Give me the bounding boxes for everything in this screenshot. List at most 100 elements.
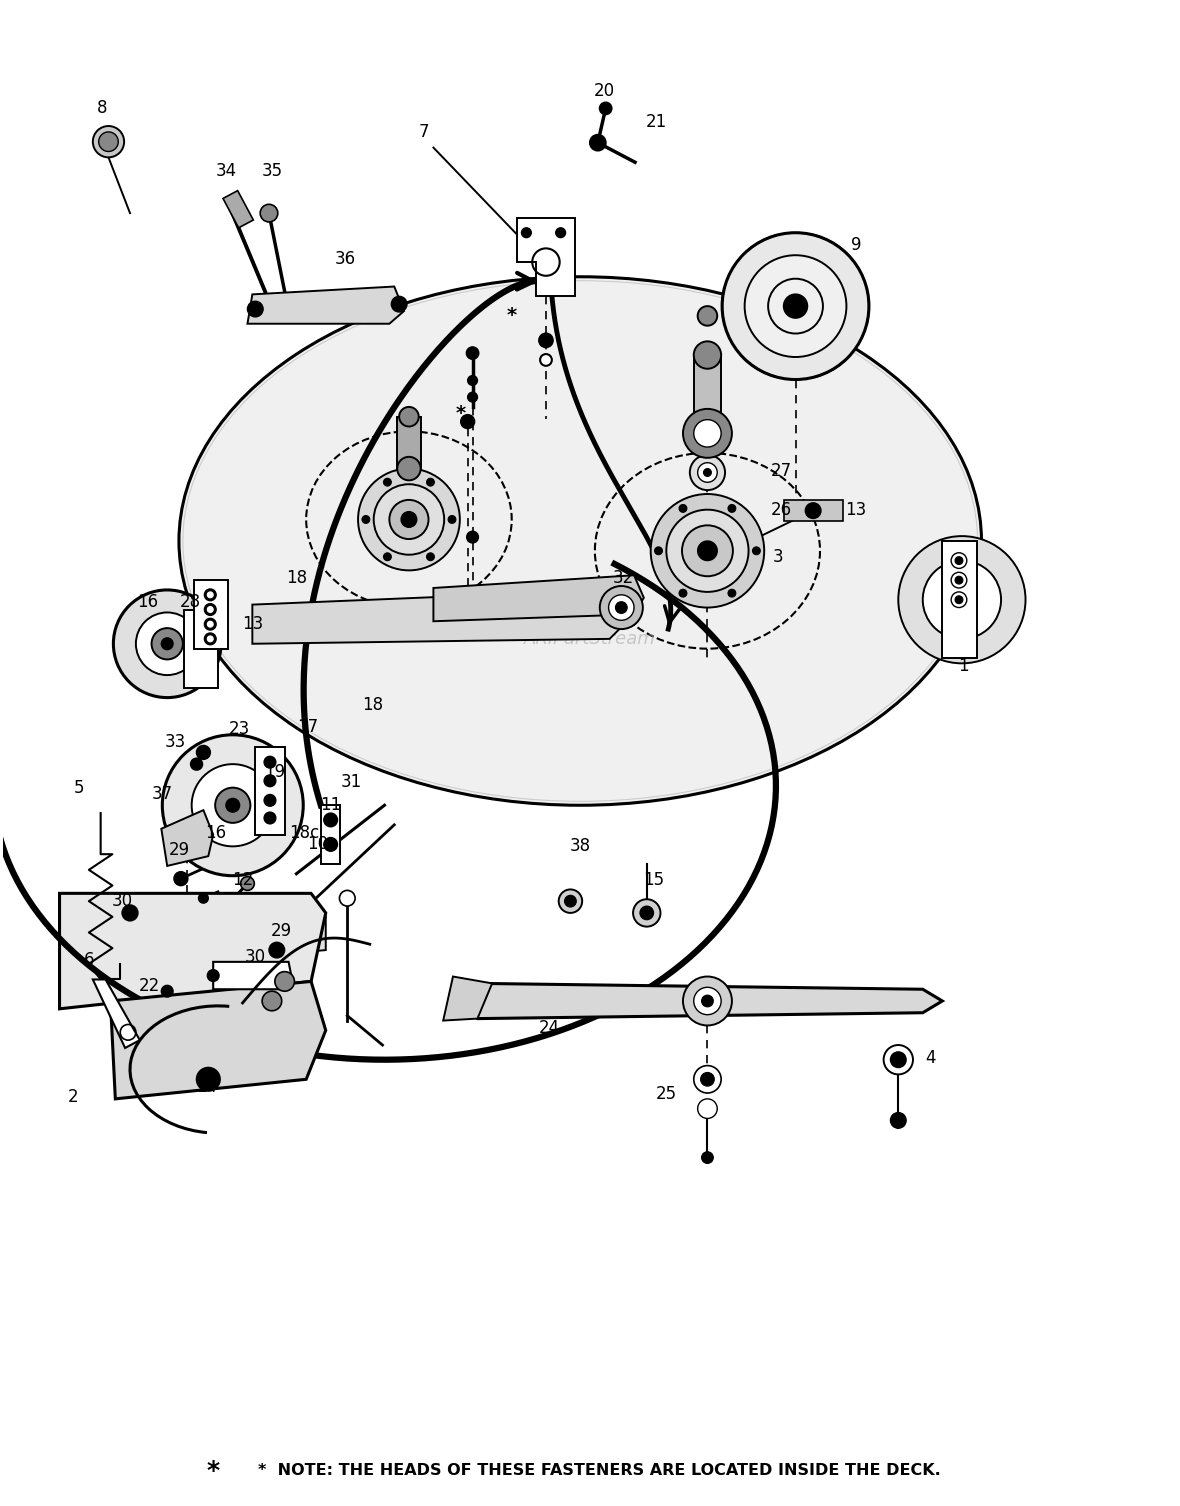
Text: 3: 3 <box>773 548 784 566</box>
Text: 11: 11 <box>320 797 341 815</box>
Polygon shape <box>111 982 326 1099</box>
Circle shape <box>426 479 434 486</box>
Text: 32: 32 <box>612 569 634 587</box>
Text: 24: 24 <box>538 1020 559 1038</box>
Circle shape <box>884 1045 913 1074</box>
Text: 5: 5 <box>74 779 84 797</box>
Circle shape <box>275 971 295 991</box>
Polygon shape <box>943 541 977 658</box>
Circle shape <box>682 526 733 577</box>
Circle shape <box>702 995 714 1008</box>
Text: 29: 29 <box>271 922 293 940</box>
Circle shape <box>540 354 552 366</box>
Text: 35: 35 <box>261 163 282 181</box>
Circle shape <box>191 764 274 846</box>
Polygon shape <box>453 983 943 1018</box>
Circle shape <box>398 456 421 480</box>
Polygon shape <box>248 286 404 324</box>
Text: 30: 30 <box>112 892 132 910</box>
Circle shape <box>241 876 255 890</box>
Circle shape <box>323 837 337 851</box>
Text: 16: 16 <box>137 593 158 610</box>
Text: 7: 7 <box>419 123 428 142</box>
Circle shape <box>678 589 687 596</box>
Polygon shape <box>784 500 843 521</box>
Text: 18: 18 <box>286 569 307 587</box>
Text: 31: 31 <box>341 773 362 791</box>
Circle shape <box>522 227 531 238</box>
Circle shape <box>951 592 966 607</box>
Text: *: * <box>506 306 517 325</box>
Circle shape <box>702 1152 714 1164</box>
Circle shape <box>722 233 868 380</box>
Circle shape <box>204 589 216 601</box>
Circle shape <box>197 745 210 759</box>
Circle shape <box>401 512 417 527</box>
Text: 25: 25 <box>656 1084 677 1102</box>
Circle shape <box>389 500 428 539</box>
Circle shape <box>99 133 118 152</box>
Circle shape <box>175 872 188 886</box>
Circle shape <box>208 607 214 613</box>
Text: 27: 27 <box>771 461 792 479</box>
Circle shape <box>264 812 276 824</box>
Circle shape <box>93 127 124 157</box>
Text: 1: 1 <box>958 657 969 675</box>
Circle shape <box>197 1068 219 1090</box>
Circle shape <box>362 515 369 524</box>
Text: 6: 6 <box>84 950 94 968</box>
Text: *  NOTE: THE HEADS OF THESE FASTENERS ARE LOCATED INSIDE THE DECK.: * NOTE: THE HEADS OF THESE FASTENERS ARE… <box>258 1464 942 1479</box>
Circle shape <box>208 622 214 626</box>
Circle shape <box>590 136 605 151</box>
Circle shape <box>466 532 478 544</box>
Circle shape <box>703 468 712 476</box>
Text: 28: 28 <box>181 593 202 610</box>
Circle shape <box>697 1099 717 1119</box>
Text: 34: 34 <box>216 163 236 181</box>
Text: 18: 18 <box>362 696 384 714</box>
Polygon shape <box>93 979 139 1048</box>
Circle shape <box>123 905 138 920</box>
Circle shape <box>467 375 478 386</box>
Circle shape <box>609 595 634 620</box>
Polygon shape <box>77 913 326 971</box>
Circle shape <box>162 985 173 997</box>
Text: 13: 13 <box>242 614 263 633</box>
Circle shape <box>384 479 392 486</box>
Circle shape <box>113 590 221 697</box>
Circle shape <box>269 943 284 958</box>
Text: 10: 10 <box>307 836 328 854</box>
Circle shape <box>697 541 717 560</box>
Text: 2: 2 <box>68 1087 79 1105</box>
Circle shape <box>264 756 276 768</box>
Circle shape <box>891 1113 906 1128</box>
Circle shape <box>260 205 277 221</box>
Circle shape <box>264 776 276 786</box>
Circle shape <box>466 348 478 358</box>
Circle shape <box>358 468 460 571</box>
Circle shape <box>923 560 1001 639</box>
Circle shape <box>948 584 977 614</box>
Circle shape <box>191 759 203 770</box>
Circle shape <box>467 392 478 402</box>
Circle shape <box>694 1066 721 1093</box>
Circle shape <box>136 613 198 675</box>
Text: 22: 22 <box>139 977 160 995</box>
Text: 4: 4 <box>925 1048 936 1066</box>
Circle shape <box>426 553 434 560</box>
Polygon shape <box>253 590 624 643</box>
Circle shape <box>215 788 250 822</box>
Circle shape <box>162 639 173 649</box>
Text: 13: 13 <box>846 500 867 518</box>
Circle shape <box>891 1051 906 1068</box>
Polygon shape <box>184 610 218 688</box>
Text: ARIPartStream: ARIPartStream <box>524 630 656 648</box>
Text: 33: 33 <box>164 732 185 750</box>
Polygon shape <box>321 806 341 864</box>
Circle shape <box>898 536 1025 663</box>
Circle shape <box>340 890 355 907</box>
Circle shape <box>599 102 611 114</box>
Text: 12: 12 <box>232 870 254 889</box>
Circle shape <box>650 494 765 607</box>
Circle shape <box>264 795 276 806</box>
